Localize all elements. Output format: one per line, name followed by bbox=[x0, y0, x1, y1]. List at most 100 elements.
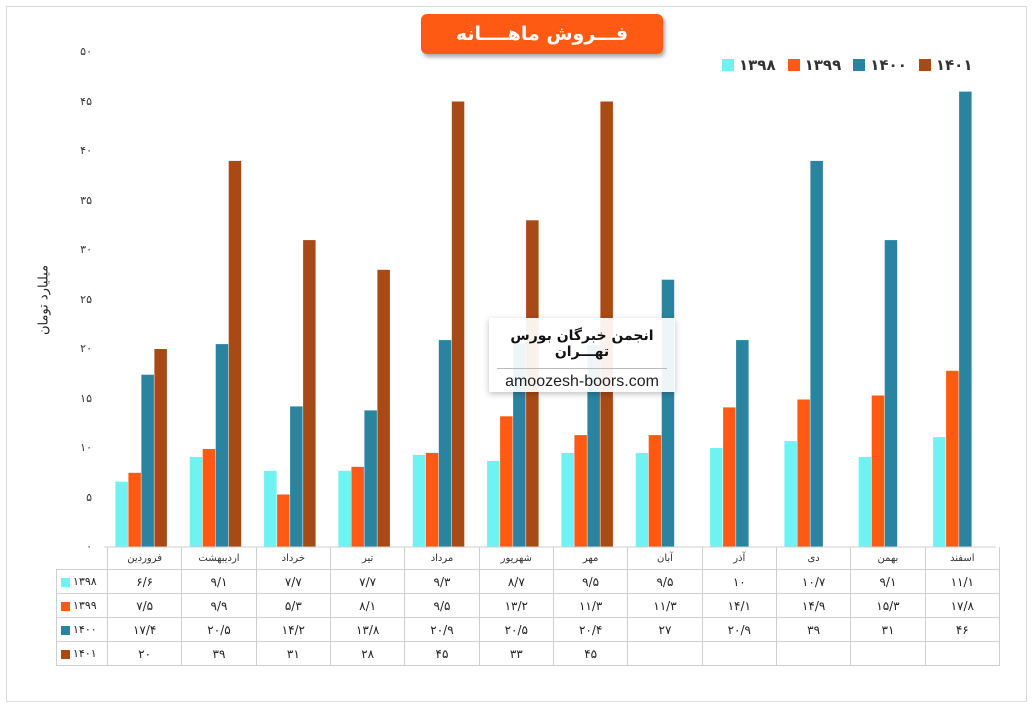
data-label: ۸/۷ bbox=[478, 569, 554, 594]
data-label: ۲۰/۴ bbox=[552, 617, 629, 642]
table-row-header: ۱۴۰۱ bbox=[56, 641, 108, 666]
y-tick-label: ۵ bbox=[86, 490, 92, 504]
bar bbox=[290, 406, 303, 547]
bar bbox=[858, 456, 872, 547]
data-label: ۴۵ bbox=[552, 641, 629, 666]
legend-swatch bbox=[722, 59, 734, 71]
x-tick-label: اسفند bbox=[924, 547, 1000, 570]
bar bbox=[338, 470, 351, 547]
bar bbox=[412, 454, 426, 547]
x-tick-label: خرداد bbox=[255, 547, 331, 570]
data-label bbox=[627, 641, 703, 666]
x-tick-label: بهمن bbox=[850, 547, 926, 570]
bar bbox=[797, 399, 810, 547]
data-label: ۱۴/۹ bbox=[775, 593, 852, 618]
bar bbox=[202, 449, 216, 547]
data-label: ۱۴/۲ bbox=[255, 617, 331, 642]
bar bbox=[587, 345, 600, 547]
legend-item: ۱۴۰۰ bbox=[853, 56, 907, 74]
table-row-header: ۱۴۰۰ bbox=[56, 617, 108, 642]
bar bbox=[438, 340, 452, 547]
bar bbox=[377, 269, 390, 547]
x-tick-label: فروردین bbox=[106, 547, 183, 570]
table-series-name: ۱۳۹۹ bbox=[73, 599, 97, 612]
watermark-divider bbox=[497, 368, 667, 369]
table-swatch bbox=[61, 601, 70, 611]
bar bbox=[264, 470, 277, 547]
data-label: ۱۷/۸ bbox=[924, 593, 1000, 618]
data-label bbox=[924, 641, 1000, 666]
y-tick-label: ۱۰ bbox=[80, 441, 92, 454]
data-label: ۱۰ bbox=[701, 569, 777, 594]
data-label bbox=[850, 641, 926, 666]
data-table: فروردین اردیبهشت خرداد تیر مرداد شهریور مهر آبا… bbox=[56, 547, 1000, 666]
x-tick-label: دی bbox=[775, 547, 852, 570]
data-label: ۹/۵ bbox=[627, 569, 703, 594]
bar bbox=[277, 494, 290, 547]
x-tick-label: آذر bbox=[701, 547, 777, 570]
table-row-header: ۱۳۹۸ bbox=[56, 569, 108, 594]
data-label: ۳۳ bbox=[478, 641, 554, 666]
data-label: ۹/۹ bbox=[181, 593, 257, 618]
data-label: ۵/۳ bbox=[255, 593, 331, 618]
data-label: ۳۱ bbox=[255, 641, 331, 666]
legend-item: ۱۴۰۱ bbox=[918, 56, 973, 74]
watermark-url: amoozesh-boors.com bbox=[505, 373, 659, 390]
data-label: ۹/۳ bbox=[404, 569, 480, 594]
data-label bbox=[775, 641, 852, 666]
data-label: ۱۳/۸ bbox=[329, 617, 406, 642]
bar bbox=[351, 466, 364, 547]
bar bbox=[487, 460, 500, 547]
bar bbox=[154, 349, 167, 547]
bar bbox=[215, 344, 229, 547]
bar bbox=[128, 472, 141, 548]
data-label: ۱۰/۷ bbox=[775, 569, 852, 594]
x-tick-label: تیر bbox=[329, 547, 406, 570]
bar bbox=[228, 160, 242, 547]
legend-label: ۱۴۰۰ bbox=[870, 56, 907, 74]
table-corner bbox=[56, 547, 108, 570]
data-label: ۲۰/۹ bbox=[404, 617, 480, 642]
bar bbox=[933, 437, 946, 547]
bar bbox=[189, 456, 203, 547]
bar bbox=[648, 435, 662, 547]
y-tick-label: ۴۰ bbox=[80, 144, 92, 157]
y-tick-label: ۳۵ bbox=[80, 193, 92, 207]
chart-legend: ۱۳۹۸ ۱۳۹۹ ۱۴۰۰ ۱۴۰۱ bbox=[722, 54, 977, 76]
bar bbox=[635, 452, 649, 547]
data-label: ۴۵ bbox=[404, 641, 480, 666]
table-series-name: ۱۴۰۱ bbox=[73, 647, 97, 660]
data-label: ۱۱/۳ bbox=[627, 593, 703, 618]
x-tick-label: مهر bbox=[552, 547, 629, 570]
data-label: ۹/۱ bbox=[850, 569, 926, 594]
legend-label: ۱۳۹۸ bbox=[739, 56, 776, 74]
data-label: ۷/۷ bbox=[329, 569, 406, 594]
x-tick-label: اردیبهشت bbox=[181, 547, 257, 570]
bar bbox=[561, 452, 574, 547]
data-label: ۱۳/۲ bbox=[478, 593, 554, 618]
data-label: ۹/۱ bbox=[181, 569, 257, 594]
bar bbox=[710, 448, 723, 547]
data-label: ۹/۵ bbox=[404, 593, 480, 618]
chart-frame bbox=[6, 6, 1027, 702]
data-label: ۱۱/۱ bbox=[924, 569, 1000, 594]
y-tick-label: ۲۰ bbox=[80, 342, 92, 355]
data-label: ۱۷/۴ bbox=[106, 617, 183, 642]
legend-swatch bbox=[853, 59, 866, 71]
bar bbox=[425, 452, 439, 547]
y-tick-label: ۰ bbox=[86, 540, 92, 553]
data-label: ۱۴/۱ bbox=[701, 593, 777, 618]
bar bbox=[946, 370, 959, 547]
data-label: ۲۸ bbox=[329, 641, 406, 666]
data-label: ۱۵/۳ bbox=[850, 593, 926, 618]
bar bbox=[884, 240, 898, 547]
table-row-header: ۱۳۹۹ bbox=[56, 593, 108, 618]
data-label: ۹/۵ bbox=[552, 569, 629, 594]
bar bbox=[574, 435, 587, 547]
bar bbox=[500, 416, 513, 547]
bar bbox=[959, 91, 972, 547]
data-label: ۲۰/۹ bbox=[701, 617, 777, 642]
y-tick-label: ۴۵ bbox=[80, 94, 92, 108]
table-swatch bbox=[61, 577, 70, 587]
legend-item: ۱۳۹۸ bbox=[722, 56, 776, 74]
